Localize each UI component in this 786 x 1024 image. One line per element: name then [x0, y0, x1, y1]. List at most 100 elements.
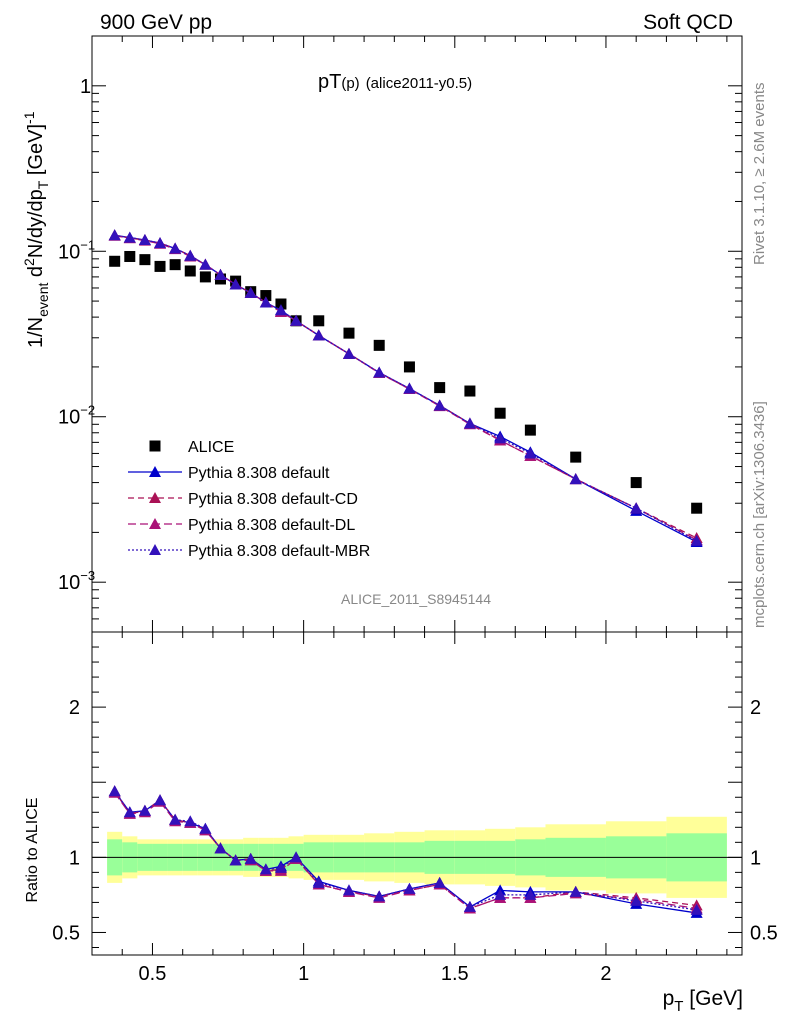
ratio-y-axis-label: Ratio to ALICE [24, 798, 41, 903]
legend-marker-mbr [149, 544, 161, 555]
data-point-mbr [569, 473, 582, 485]
data-point-mbr [123, 231, 136, 243]
ratio-point-mbr [169, 813, 182, 825]
legend-label: Pythia 8.308 default [188, 465, 330, 482]
ratio-point-mbr [403, 882, 416, 894]
data-point-alice [139, 254, 151, 266]
data-point-mbr [524, 447, 537, 459]
ratio-panel: 0.5 1 1.5 2 0.5 0.5 1 1 2 2 [52, 631, 778, 985]
data-point-mbr [463, 417, 476, 429]
data-point-mbr [494, 432, 507, 444]
data-point-alice [630, 477, 642, 489]
data-point-mbr [690, 534, 703, 546]
ratio-frame [91, 631, 743, 956]
series-line-mbr [114, 234, 697, 542]
x-tick-label: 0.5 [139, 963, 167, 985]
legend-label: Pythia 8.308 default-DL [188, 517, 355, 534]
legend-marker-alice [149, 440, 161, 452]
data-point-mbr [169, 242, 182, 254]
data-point-mbr [138, 233, 151, 245]
ratio-point-mbr [199, 822, 212, 834]
header-left: 900 GeV pp [100, 11, 212, 34]
data-point-alice [184, 265, 196, 277]
plot-title-tag: (alice2011-y0.5) [366, 75, 472, 92]
data-point-alice [109, 255, 121, 267]
x-axis-label: pT [GeV] [663, 987, 743, 1015]
data-point-alice [403, 361, 415, 373]
data-point-mbr [184, 249, 197, 261]
ratio-point-mbr [630, 894, 643, 906]
data-point-mbr [108, 229, 121, 241]
ratio-point-mbr [524, 888, 537, 900]
y-tick-label: 10−3 [58, 568, 95, 594]
ratio-point-mbr [569, 885, 582, 897]
legend: ALICE Pythia 8.308 default Pythia 8.308 de… [128, 439, 370, 560]
ratio-point-mbr [433, 876, 446, 888]
analysis-watermark: ALICE_2011_S8945144 [341, 591, 491, 607]
ratio-point-mbr [312, 876, 325, 888]
data-point-alice [343, 327, 355, 339]
ratio-point-mbr [463, 900, 476, 912]
data-point-mbr [433, 399, 446, 411]
data-point-mbr [274, 304, 287, 316]
ratio-point-mbr [244, 852, 257, 864]
data-point-mbr [199, 258, 212, 270]
data-point-alice [199, 271, 211, 283]
header-right: Soft QCD [643, 11, 733, 34]
ratio-point-mbr [690, 903, 703, 915]
ratio-point-mbr [290, 851, 303, 863]
data-point-alice [434, 382, 446, 394]
ratio-y-tick-label-left: 0.5 [52, 922, 80, 944]
legend-label: ALICE [188, 439, 234, 456]
plot-title-sub: (p) [341, 75, 359, 92]
ratio-y-tick-label-right: 2 [750, 697, 761, 719]
x-tick-label: 1 [298, 963, 309, 985]
data-point-mbr [403, 382, 416, 394]
ratio-point-mbr [229, 854, 242, 866]
data-point-alice [124, 250, 136, 262]
legend-marker-dl [149, 518, 161, 529]
data-point-mbr [244, 286, 257, 298]
ratio-point-mbr [123, 806, 136, 818]
data-point-alice [275, 298, 287, 310]
data-point-mbr [259, 296, 272, 308]
ratio-point-mbr [342, 884, 355, 896]
data-point-alice [169, 259, 181, 271]
data-point-alice [464, 385, 476, 397]
data-point-alice [524, 424, 536, 436]
legend-label: Pythia 8.308 default-CD [188, 491, 358, 508]
x-tick-label: 2 [600, 963, 611, 985]
plot-title-main: pT [318, 71, 341, 93]
ratio-point-mbr [373, 890, 386, 902]
ratio-y-tick-label-right: 1 [750, 847, 761, 869]
y-tick-label: 10−2 [58, 403, 95, 429]
data-point-alice [373, 339, 385, 351]
data-point-alice [260, 290, 272, 302]
legend-label: Pythia 8.308 default-MBR [188, 543, 370, 560]
legend-marker-cd [149, 492, 161, 503]
ratio-line-dl [114, 792, 697, 910]
main-panel: 1 10−1 10−2 10−3 [58, 35, 743, 955]
main-y-axis-label: 1/Nevent d2N/dy/dpT [GeV]-1 [21, 111, 51, 348]
data-point-mbr [229, 278, 242, 290]
data-point-alice [494, 407, 506, 419]
plot-title: pT(p) (alice2011-y0.5) [318, 71, 472, 93]
ratio-point-mbr [138, 804, 151, 816]
ratio-y-tick-label-left: 1 [69, 847, 80, 869]
data-point-mbr [290, 314, 303, 326]
ratio-line-mbr [114, 790, 697, 911]
data-point-alice [570, 451, 582, 463]
x-tick-label: 1.5 [441, 963, 469, 985]
ratio-y-tick-label-left: 2 [69, 697, 80, 719]
y-tick-label: 10−1 [58, 237, 95, 263]
legend-marker-default [149, 466, 161, 477]
ratio-point-mbr [494, 888, 507, 900]
ratio-point-mbr [154, 794, 167, 806]
side-label-upper: Rivet 3.1.10, ≥ 2.6M events [751, 83, 768, 266]
ratio-y-tick-label-right: 0.5 [750, 922, 778, 944]
data-point-mbr [630, 502, 643, 514]
data-point-alice [313, 315, 325, 327]
data-point-mbr [214, 268, 227, 280]
side-label-lower: mcplots.cern.ch [arXiv:1306.3436] [751, 401, 768, 628]
